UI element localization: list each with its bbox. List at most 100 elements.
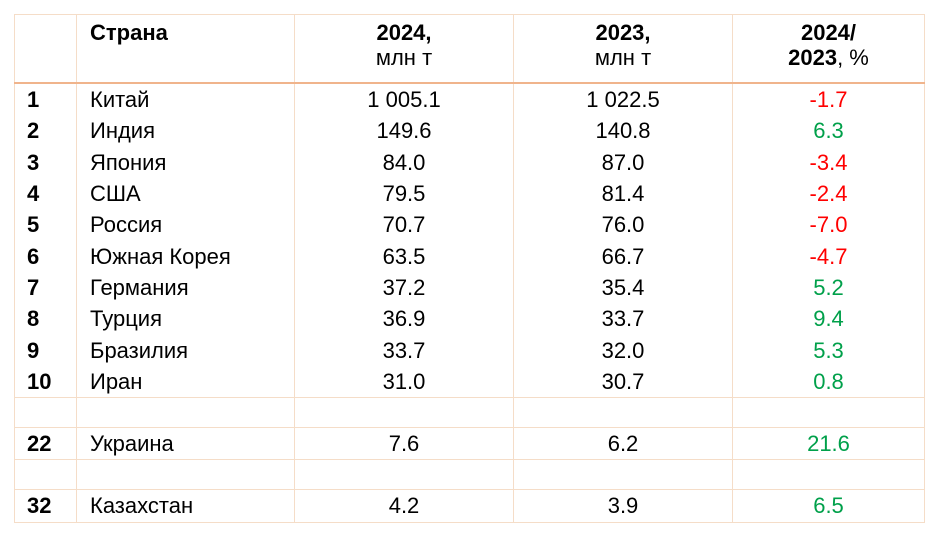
table-header-row: Страна 2024, млн т 2023, млн т 2024/ 202… <box>14 14 925 84</box>
spacer-cell <box>513 396 733 428</box>
rank-cell: 32 <box>14 489 77 523</box>
country-cell: Бразилия <box>76 334 295 366</box>
header-change: 2024/ 2023, % <box>732 14 925 84</box>
header-country: Страна <box>76 14 295 84</box>
rank-cell: 9 <box>14 334 77 366</box>
header-change-years: 2023 <box>788 45 838 70</box>
table-row: 5 Россия 70.7 76.0 -7.0 <box>14 209 925 241</box>
country-cell: США <box>76 177 295 210</box>
header-2024-year: 2024, <box>376 20 432 45</box>
table-row: 32 Казахстан 4.2 3.9 6.5 <box>14 489 925 523</box>
rank-cell: 1 <box>14 83 77 116</box>
value-2024-cell: 1 005.1 <box>294 83 514 116</box>
header-change-line2: 2023, % <box>733 45 924 70</box>
change-cell: 6.5 <box>732 489 925 523</box>
header-2023-unit: млн т <box>594 45 652 70</box>
header-2023-year: 2023, <box>595 20 651 45</box>
table-row: 10 Иран 31.0 30.7 0.8 <box>14 365 925 398</box>
table-row: 9 Бразилия 33.7 32.0 5.3 <box>14 334 925 366</box>
header-2023: 2023, млн т <box>513 14 733 84</box>
value-2024-cell: 31.0 <box>294 365 514 398</box>
rank-cell: 6 <box>14 240 77 272</box>
change-cell: -7.0 <box>732 209 925 241</box>
spacer-cell <box>14 396 77 428</box>
country-cell: Германия <box>76 271 295 304</box>
country-cell: Турция <box>76 303 295 335</box>
table-row: 4 США 79.5 81.4 -2.4 <box>14 177 925 210</box>
value-2023-cell: 87.0 <box>513 146 733 178</box>
rank-cell: 3 <box>14 146 77 178</box>
change-cell: 5.2 <box>732 271 925 304</box>
table-row: 6 Южная Корея 63.5 66.7 -4.7 <box>14 240 925 272</box>
country-cell: Казахстан <box>76 489 295 523</box>
value-2023-cell: 81.4 <box>513 177 733 210</box>
change-cell: -4.7 <box>732 240 925 272</box>
value-2024-cell: 79.5 <box>294 177 514 210</box>
header-2024: 2024, млн т <box>294 14 514 84</box>
value-2024-cell: 70.7 <box>294 209 514 241</box>
value-2023-cell: 1 022.5 <box>513 83 733 116</box>
rank-cell: 5 <box>14 209 77 241</box>
value-2023-cell: 6.2 <box>513 427 733 460</box>
table-row: 3 Япония 84.0 87.0 -3.4 <box>14 146 925 178</box>
spacer-cell <box>513 459 733 491</box>
value-2023-cell: 140.8 <box>513 115 733 147</box>
table-row: 1 Китай 1 005.1 1 022.5 -1.7 <box>14 83 925 116</box>
table-row: 22 Украина 7.6 6.2 21.6 <box>14 427 925 460</box>
change-cell: 0.8 <box>732 365 925 398</box>
value-2023-cell: 76.0 <box>513 209 733 241</box>
spacer-cell <box>294 459 514 491</box>
value-2024-cell: 149.6 <box>294 115 514 147</box>
spacer-cell <box>732 459 925 491</box>
spacer-cell <box>732 396 925 428</box>
table-row: 7 Германия 37.2 35.4 5.2 <box>14 271 925 304</box>
rank-cell: 7 <box>14 271 77 304</box>
rank-cell: 8 <box>14 303 77 335</box>
header-rank <box>14 14 77 84</box>
value-2023-cell: 3.9 <box>513 489 733 523</box>
change-cell: -3.4 <box>732 146 925 178</box>
spacer-cell <box>76 396 295 428</box>
spacer-cell <box>294 396 514 428</box>
change-cell: -1.7 <box>732 83 925 116</box>
spacer-cell <box>76 459 295 491</box>
rank-cell: 4 <box>14 177 77 210</box>
header-2024-unit: млн т <box>375 45 433 70</box>
value-2023-cell: 33.7 <box>513 303 733 335</box>
value-2024-cell: 37.2 <box>294 271 514 304</box>
value-2023-cell: 35.4 <box>513 271 733 304</box>
change-cell: 5.3 <box>732 334 925 366</box>
rank-cell: 2 <box>14 115 77 147</box>
spacer-row <box>14 396 925 428</box>
header-change-unit: , % <box>837 45 869 70</box>
country-cell: Китай <box>76 83 295 116</box>
header-change-line1: 2024/ <box>800 20 857 45</box>
country-cell: Япония <box>76 146 295 178</box>
country-cell: Южная Корея <box>76 240 295 272</box>
change-cell: 6.3 <box>732 115 925 147</box>
table-row: 8 Турция 36.9 33.7 9.4 <box>14 303 925 335</box>
value-2023-cell: 32.0 <box>513 334 733 366</box>
rank-cell: 10 <box>14 365 77 398</box>
change-cell: 21.6 <box>732 427 925 460</box>
value-2024-cell: 36.9 <box>294 303 514 335</box>
country-cell: Иран <box>76 365 295 398</box>
table-row: 2 Индия 149.6 140.8 6.3 <box>14 115 925 147</box>
country-cell: Россия <box>76 209 295 241</box>
value-2024-cell: 4.2 <box>294 489 514 523</box>
value-2024-cell: 84.0 <box>294 146 514 178</box>
rank-cell: 22 <box>14 427 77 460</box>
value-2023-cell: 66.7 <box>513 240 733 272</box>
country-cell: Украина <box>76 427 295 460</box>
value-2024-cell: 33.7 <box>294 334 514 366</box>
value-2024-cell: 7.6 <box>294 427 514 460</box>
change-cell: -2.4 <box>732 177 925 210</box>
value-2023-cell: 30.7 <box>513 365 733 398</box>
data-table-container: Страна 2024, млн т 2023, млн т 2024/ 202… <box>14 14 925 523</box>
value-2024-cell: 63.5 <box>294 240 514 272</box>
spacer-cell <box>14 459 77 491</box>
change-cell: 9.4 <box>732 303 925 335</box>
country-cell: Индия <box>76 115 295 147</box>
spacer-row <box>14 459 925 491</box>
steel-production-table: Страна 2024, млн т 2023, млн т 2024/ 202… <box>14 14 925 523</box>
